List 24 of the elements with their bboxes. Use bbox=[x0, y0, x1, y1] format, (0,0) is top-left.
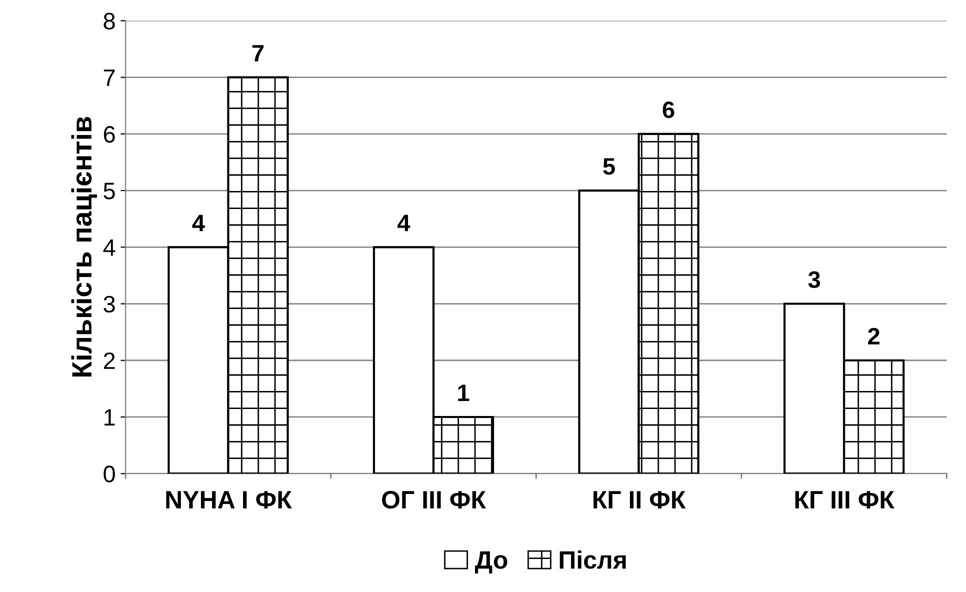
y-tick-label: 7 bbox=[104, 70, 115, 86]
y-tick-label: 4 bbox=[103, 239, 116, 256]
legend-label: До bbox=[475, 551, 508, 574]
legend-label: Після bbox=[560, 550, 626, 569]
data-label: 7 bbox=[252, 45, 264, 62]
y-axis-title: Кількість пацієнтів bbox=[71, 117, 97, 376]
data-label: 4 bbox=[192, 214, 205, 232]
y-tick-label: 1 bbox=[104, 409, 115, 426]
data-label: 4 bbox=[398, 214, 410, 232]
y-tick-label: 6 bbox=[104, 126, 115, 143]
x-tick-label: КГ II ФК bbox=[594, 491, 686, 509]
data-label: 5 bbox=[603, 158, 615, 175]
y-tick-label: 2 bbox=[104, 352, 115, 369]
y-tick-label: 3 bbox=[104, 296, 115, 313]
data-label: 6 bbox=[662, 101, 674, 118]
y-tick-label: 5 bbox=[104, 182, 115, 200]
data-label: 3 bbox=[808, 271, 820, 288]
data-label: 2 bbox=[868, 328, 880, 344]
y-tick-label: 0 bbox=[104, 466, 115, 482]
data-label: 1 bbox=[458, 384, 470, 401]
x-tick-label: ОГ III ФК bbox=[382, 490, 486, 509]
y-tick-label: 8 bbox=[104, 12, 115, 30]
x-tick-label: NYHA I ФК bbox=[166, 491, 292, 509]
x-tick-label: КГ III ФК bbox=[795, 491, 894, 509]
